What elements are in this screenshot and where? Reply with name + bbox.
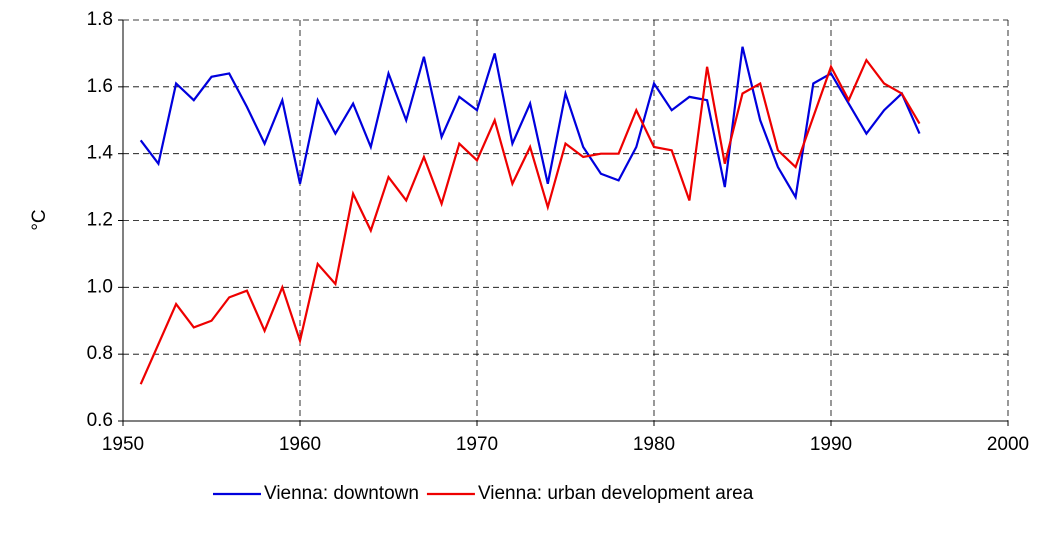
x-tick-label: 1960 xyxy=(279,434,321,455)
y-tick-label: 1.0 xyxy=(87,276,113,297)
x-tick-label: 1980 xyxy=(633,434,675,455)
x-tick-label: 1970 xyxy=(456,434,498,455)
series-line xyxy=(139,57,921,385)
x-tick-label: 2000 xyxy=(987,434,1029,455)
x-tick-label: 1990 xyxy=(810,434,852,455)
y-tick-label: 0.6 xyxy=(87,410,113,431)
y-tick-label: 1.4 xyxy=(87,143,114,164)
y-tick-label: 1.8 xyxy=(87,9,113,30)
series-line xyxy=(139,46,921,201)
y-tick-label: 1.6 xyxy=(87,76,113,97)
x-tick-label: 1950 xyxy=(102,434,144,455)
y-axis-label: °C xyxy=(29,209,50,230)
legend-label: Vienna: downtown xyxy=(264,483,419,504)
y-tick-label: 0.8 xyxy=(87,343,113,364)
legend-label: Vienna: urban development area xyxy=(478,483,754,504)
y-tick-label: 1.2 xyxy=(87,210,113,231)
